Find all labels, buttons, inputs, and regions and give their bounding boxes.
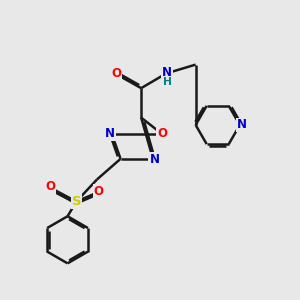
Text: H: H (163, 77, 172, 87)
Text: O: O (94, 185, 103, 198)
Text: N: N (149, 153, 159, 166)
Text: N: N (105, 127, 115, 140)
Text: O: O (111, 67, 121, 80)
Text: S: S (72, 195, 81, 208)
Text: O: O (158, 127, 167, 140)
Text: N: N (162, 66, 172, 80)
Text: N: N (237, 118, 247, 131)
Text: O: O (45, 180, 55, 193)
